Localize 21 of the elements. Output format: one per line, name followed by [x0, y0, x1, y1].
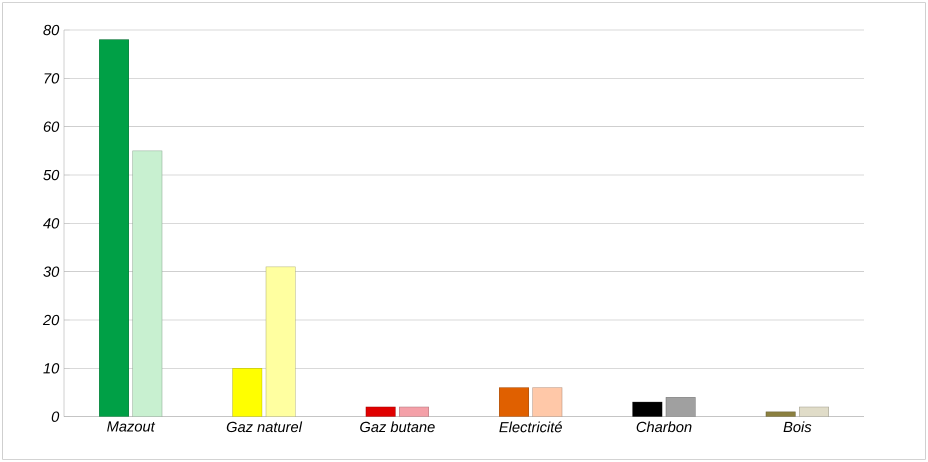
y-tick-label: 60 — [44, 122, 60, 132]
x-tick-label: Charbon — [636, 421, 692, 432]
y-tick-label: 80 — [43, 24, 60, 36]
y-tick-label: 40 — [43, 218, 60, 229]
y-tick-label: 10 — [43, 363, 60, 374]
bar — [99, 39, 129, 417]
y-tick-label: 0 — [52, 411, 60, 422]
bar — [266, 266, 296, 417]
y-tick-label: 30 — [43, 266, 60, 277]
x-tick-label: Bois — [784, 421, 812, 432]
x-tick-label: Electricité — [499, 421, 562, 432]
x-tick-label: Mazout — [107, 421, 156, 432]
y-tick-label: 20 — [42, 314, 60, 326]
x-tick-label: Gaz butane — [360, 421, 435, 432]
y-tick-label: 70 — [44, 73, 60, 84]
x-tick-label: Gaz naturel — [226, 421, 302, 432]
bar — [766, 412, 796, 417]
bar — [232, 368, 262, 417]
bar — [666, 397, 696, 417]
y-tick-label: 50 — [43, 170, 60, 180]
bar — [632, 402, 662, 417]
